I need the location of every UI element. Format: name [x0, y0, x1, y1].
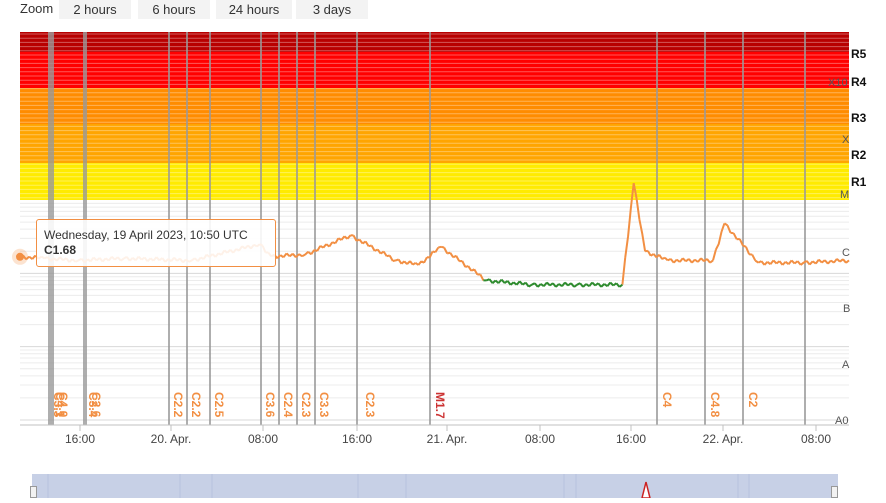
zoom-3-days-button[interactable]: 3 days	[296, 0, 368, 19]
radio-blackout-label: R4	[851, 75, 867, 89]
flare-event-label: C2.6	[89, 392, 103, 418]
x-tick-label: 20. Apr.	[151, 432, 192, 446]
x-tick-label: 16:00	[342, 432, 372, 446]
flare-event-label: C3.6	[263, 392, 277, 418]
flare-event-label: C4.1	[53, 392, 67, 418]
flare-class-labels: A0 A B C M X X10	[828, 77, 850, 427]
horizontal-gridlines	[20, 202, 849, 421]
class-label: X	[842, 134, 850, 146]
band-r3	[20, 88, 849, 124]
tooltip-point-marker	[12, 248, 28, 265]
class-label: M	[840, 189, 849, 201]
flare-event-label: C2.4	[281, 392, 295, 418]
navigator-peak	[641, 481, 651, 499]
x-tick-label: 08:00	[525, 432, 555, 446]
flux-line-green	[483, 278, 623, 288]
class-label: B	[843, 303, 850, 315]
flare-event-label: C4	[660, 392, 674, 408]
x-tick-label: 22. Apr.	[703, 432, 744, 446]
x-tick-label: 16:00	[65, 432, 95, 446]
flare-event-label: C4.8	[708, 392, 722, 418]
zoom-label: Zoom	[20, 1, 54, 16]
flare-event-label: C2.3	[299, 392, 313, 418]
class-label: A	[842, 359, 850, 371]
class-label: X10	[828, 77, 848, 89]
x-tick-label: 21. Apr.	[427, 432, 468, 446]
tooltip-date: Wednesday, 19 April 2023, 10:50 UTC	[44, 228, 248, 242]
radio-blackout-bands	[20, 32, 849, 200]
navigator-sparkline	[47, 474, 750, 499]
class-label: A0	[835, 415, 848, 427]
radio-blackout-label: R1	[851, 175, 867, 189]
flare-event-label: C2.3	[363, 392, 377, 418]
radio-blackout-label: R2	[851, 148, 867, 162]
radio-blackout-labels: R5 R4 R3 R2 R1	[851, 47, 867, 189]
radio-blackout-label: R3	[851, 111, 867, 125]
flare-event-label: C2.2	[171, 392, 185, 418]
x-tick-label: 08:00	[248, 432, 278, 446]
flare-event-label: C2.5	[212, 392, 226, 418]
zoom-6-hours-button[interactable]: 6 hours	[138, 0, 210, 19]
x-axis: 16:00 20. Apr. 08:00 16:00 21. Apr. 08:00 16:0…	[20, 424, 849, 446]
flare-event-label: C3.4	[86, 392, 100, 418]
band-r1	[20, 163, 849, 200]
band-r2	[20, 124, 849, 163]
class-label: C	[842, 247, 850, 259]
x-tick-label: 16:00	[616, 432, 646, 446]
tooltip-value: C1.68	[44, 243, 77, 257]
flare-event-labels: C3.3C4.1C4.0 C3.4C2.6 C2.2 C2.2 C2.5 C3.6 C2.4…	[51, 392, 760, 419]
zoom-bar: Zoom 2 hours 6 hours 24 hours 3 days	[0, 0, 886, 20]
flare-event-label: C2.2	[189, 392, 203, 418]
band-r5	[20, 32, 849, 52]
marker-point	[16, 252, 24, 261]
flare-event-label: C3.3	[317, 392, 331, 418]
navigator-right-handle[interactable]	[831, 486, 838, 498]
flare-event-label: M1.7	[433, 392, 447, 419]
chart-tooltip: Wednesday, 19 April 2023, 10:50 UTC C1.6…	[36, 219, 276, 267]
flare-event-label: C2	[746, 392, 760, 408]
flare-event-label: C4.0	[56, 392, 70, 418]
navigator-left-handle[interactable]	[30, 486, 37, 498]
flare-event-label: C3.3	[51, 392, 65, 418]
x-tick-label: 08:00	[801, 432, 831, 446]
zoom-24-hours-button[interactable]: 24 hours	[216, 0, 292, 19]
zoom-2-hours-button[interactable]: 2 hours	[59, 0, 131, 19]
navigator-scrollbar[interactable]	[32, 474, 838, 499]
band-r4	[20, 52, 849, 88]
radio-blackout-label: R5	[851, 47, 867, 61]
